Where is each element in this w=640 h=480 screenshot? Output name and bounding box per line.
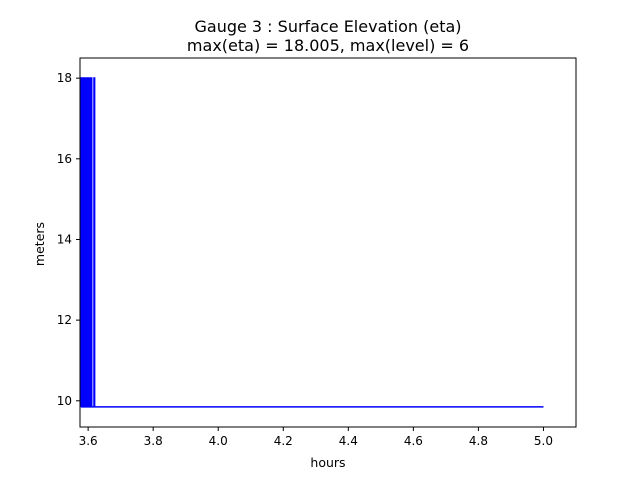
series-line-0: [80, 77, 544, 408]
x-tick-label: 3.8: [144, 434, 163, 448]
plot-area: [80, 58, 576, 427]
x-axis-ticks: 3.6 3.8 4.0 4.2 4.4 4.6 4.8 5.0: [79, 427, 553, 448]
series-layer: [80, 77, 544, 408]
plot-background: [80, 58, 576, 427]
plot-frame: [79, 57, 577, 428]
x-tick-label: 4.0: [209, 434, 228, 448]
y-tick-label: 16: [57, 152, 72, 166]
x-tick-label: 3.6: [79, 434, 98, 448]
y-axis-ticks: 10 12 14 16 18: [57, 71, 80, 408]
x-tick-label: 4.8: [469, 434, 488, 448]
x-axis-label: hours: [310, 455, 345, 470]
x-tick-label: 4.2: [274, 434, 293, 448]
y-tick-label: 18: [57, 71, 72, 85]
x-tick-label: 5.0: [534, 434, 553, 448]
y-axis-label: meters: [32, 222, 47, 266]
y-tick-label: 14: [57, 232, 72, 246]
chart-title-line2: max(eta) = 18.005, max(level) = 6: [187, 36, 469, 55]
x-tick-label: 4.6: [404, 434, 423, 448]
y-tick-label: 12: [57, 313, 72, 327]
y-tick-label: 10: [57, 394, 72, 408]
chart-title-line1: Gauge 3 : Surface Elevation (eta): [194, 17, 461, 36]
x-tick-label: 4.4: [339, 434, 358, 448]
